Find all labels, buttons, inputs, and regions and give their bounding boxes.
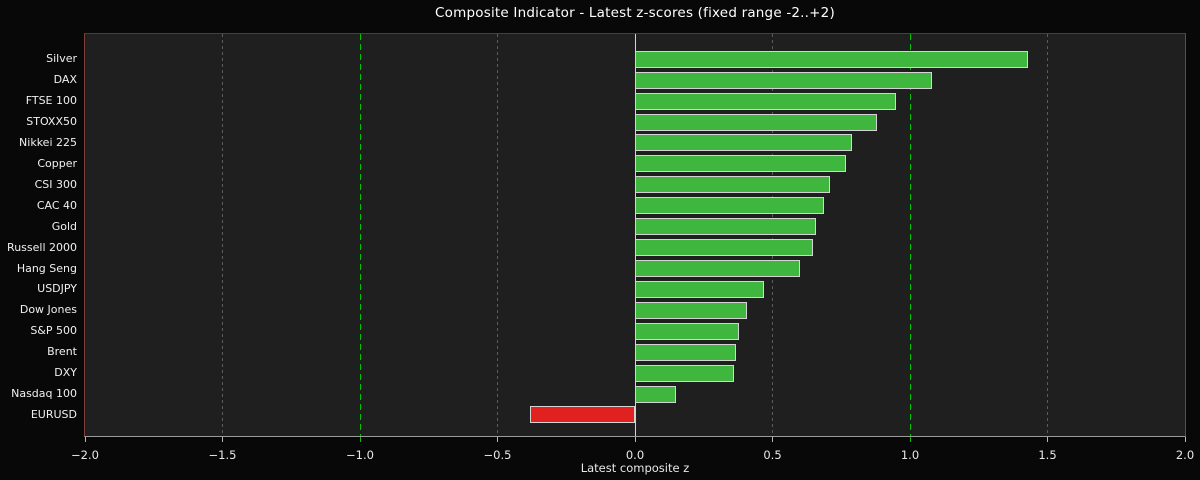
bar-ftse-100 xyxy=(634,92,896,110)
x-tick-−1.0 xyxy=(359,437,361,442)
x-tick-−2.0 xyxy=(84,437,86,442)
bar-csi-300 xyxy=(634,176,830,194)
x-axis-title: Latest composite z xyxy=(580,461,690,475)
x-tick-−1.5 xyxy=(222,437,223,442)
x-tick-1.0 xyxy=(909,437,911,442)
bar-copper xyxy=(634,155,847,173)
y-axis-label-usdjpy: USDJPY xyxy=(37,282,77,296)
y-axis-label-cac-40: CAC 40 xyxy=(36,198,77,212)
bar-usdjpy xyxy=(634,280,764,298)
x-tick-label-1.0: 1.0 xyxy=(900,448,920,462)
bar-dow-jones xyxy=(634,301,748,319)
y-axis-label-silver: Silver xyxy=(46,52,77,66)
bar-cac-40 xyxy=(634,197,825,215)
bar-hang-seng xyxy=(634,260,800,277)
x-tick-label-1.5: 1.5 xyxy=(1038,448,1057,462)
y-axis-label-dow-jones: Dow Jones xyxy=(19,303,77,317)
bar-dxy xyxy=(634,364,734,382)
x-tick-label-−0.5: −0.5 xyxy=(483,448,512,462)
bar-brent xyxy=(634,343,737,361)
y-axis-label-gold: Gold xyxy=(51,219,77,233)
gridline-−1.5 xyxy=(222,34,223,436)
refline-1.0 xyxy=(909,34,911,436)
x-tick-1.5 xyxy=(1047,437,1048,442)
y-axis-label-hang-seng: Hang Seng xyxy=(16,261,77,275)
y-axis-label-dxy: DXY xyxy=(54,366,77,380)
y-axis-label-eurusd: EURUSD xyxy=(30,407,77,421)
bar-s-p-500 xyxy=(634,322,739,340)
x-tick-label-2.0: 2.0 xyxy=(1175,448,1195,462)
y-axis-label-nikkei-225: Nikkei 225 xyxy=(19,135,77,149)
x-tick-label-−1.5: −1.5 xyxy=(208,448,237,462)
chart-title: Composite Indicator - Latest z-scores (f… xyxy=(435,5,835,21)
bar-eurusd xyxy=(530,406,635,424)
x-tick-2.0 xyxy=(1184,437,1186,442)
y-axis-label-ftse-100: FTSE 100 xyxy=(25,94,77,108)
bar-nasdaq-100 xyxy=(634,385,676,403)
y-axis-label-s-p-500: S&P 500 xyxy=(30,324,77,338)
y-axis-label-dax: DAX xyxy=(53,73,77,87)
bar-silver xyxy=(634,50,1028,68)
y-axis-label-copper: Copper xyxy=(37,156,77,170)
x-tick-−0.5 xyxy=(497,437,498,442)
y-axis-label-nasdaq-100: Nasdaq 100 xyxy=(11,387,77,401)
x-tick-label-0.5: 0.5 xyxy=(763,448,782,462)
plot-area xyxy=(84,33,1186,437)
bar-stoxx50 xyxy=(634,113,877,131)
bar-gold xyxy=(634,218,816,236)
x-tick-0.5 xyxy=(772,437,773,442)
x-tick-0.0 xyxy=(634,437,636,442)
x-tick-label-−2.0: −2.0 xyxy=(71,448,99,462)
bar-russell-2000 xyxy=(634,239,814,257)
bar-dax xyxy=(634,71,932,89)
gridline-−0.5 xyxy=(497,34,498,436)
x-tick-label-0.0: 0.0 xyxy=(625,448,645,462)
refline-−1.0 xyxy=(359,34,361,436)
y-axis-label-csi-300: CSI 300 xyxy=(34,177,77,191)
gridline-1.5 xyxy=(1047,34,1048,436)
y-axis-label-brent: Brent xyxy=(47,345,77,359)
y-axis-label-russell-2000: Russell 2000 xyxy=(7,240,77,254)
x-tick-label-−1.0: −1.0 xyxy=(346,448,374,462)
y-axis-label-stoxx50: STOXX50 xyxy=(26,115,77,129)
bar-nikkei-225 xyxy=(634,134,852,152)
